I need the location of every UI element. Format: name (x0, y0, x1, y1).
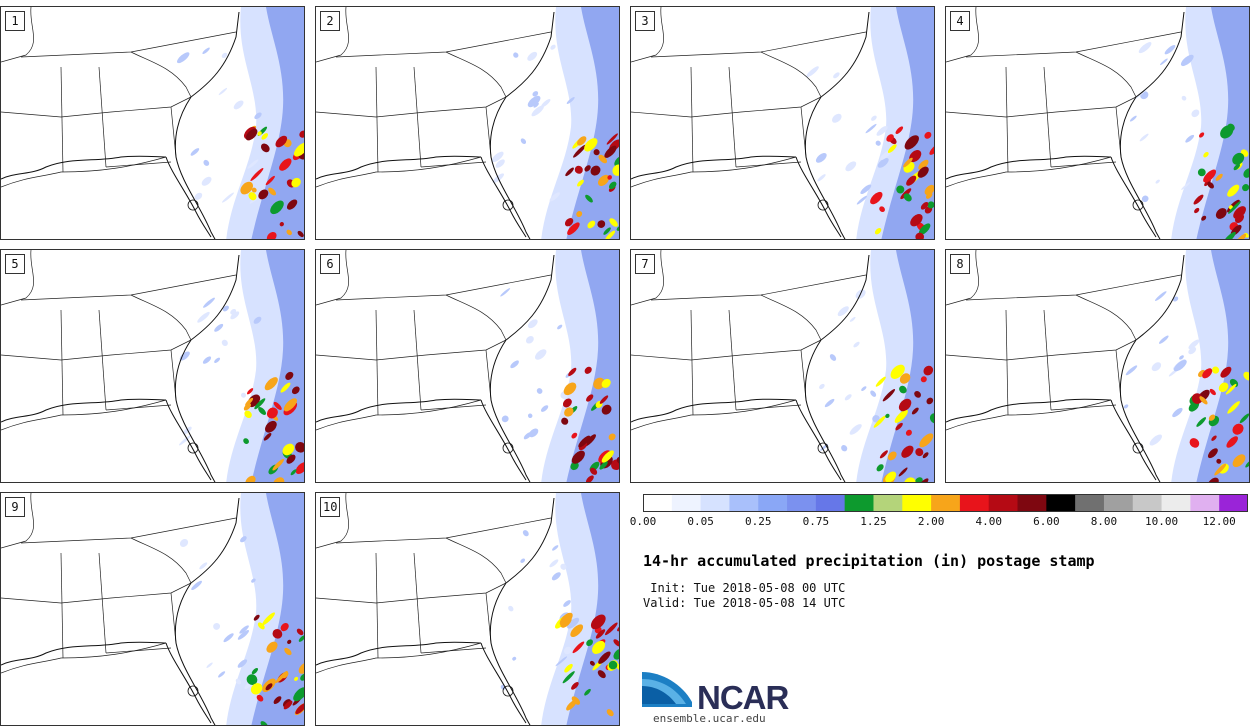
precip-map-icon (946, 7, 1249, 239)
postage-stamp-panel: 10 (315, 492, 620, 726)
colorbar-segment (1219, 494, 1248, 512)
postage-stamp-panel: 5 (0, 249, 305, 483)
colorbar-tick-label: 0.25 (744, 515, 772, 528)
colorbar-segment (729, 494, 759, 512)
postage-stamp-panel: 2 (315, 6, 620, 240)
colorbar-tick-label: 0.00 (629, 515, 657, 528)
colorbar-segment (1017, 494, 1047, 512)
colorbar-segment (902, 494, 932, 512)
precip-map-icon (946, 250, 1249, 482)
colorbar-segment (931, 494, 961, 512)
colorbar-segment (959, 494, 990, 512)
panel-number: 4 (950, 11, 970, 31)
precip-map-icon (631, 7, 934, 239)
colorbar-tick-label: 0.05 (687, 515, 714, 528)
colorbar-segment (988, 494, 1019, 512)
colorbar-segment (643, 494, 673, 512)
postage-stamp-panel: 7 (630, 249, 935, 483)
panel-number: 10 (320, 497, 341, 517)
colorbar-segment (844, 494, 874, 512)
postage-stamp-panel: 1 (0, 6, 305, 240)
panel-number: 8 (950, 254, 970, 274)
postage-stamp-panel: 8 (945, 249, 1250, 483)
precip-map-icon (1, 7, 304, 239)
colorbar-tick-label: 12.00 (1202, 515, 1236, 528)
precip-map-icon (316, 7, 619, 239)
colorbar-segment (787, 494, 817, 512)
colorbar-segment (671, 494, 702, 512)
colorbar-segment (1075, 494, 1105, 512)
precip-map-icon (316, 250, 619, 482)
init-time: Init: Tue 2018-05-08 00 UTC (643, 581, 846, 595)
panel-number: 9 (5, 497, 25, 517)
precip-map-icon (1, 493, 304, 725)
plot-title: 14-hr accumulated precipitation (in) pos… (643, 552, 1095, 570)
precip-map-icon (316, 493, 619, 725)
panel-number: 6 (320, 254, 340, 274)
colorbar-segment (1161, 494, 1191, 512)
colorbar-tick-label: 6.00 (1033, 515, 1060, 528)
colorbar-tick-label: 1.25 (860, 515, 887, 528)
colorbar-segment (815, 494, 846, 512)
colorbar-tick-label: 8.00 (1090, 515, 1118, 528)
colorbar-tick-label: 0.75 (802, 515, 830, 528)
postage-stamp-panel: 9 (0, 492, 305, 726)
postage-stamp-panel: 6 (315, 249, 620, 483)
website-url: ensemble.ucar.edu (653, 712, 766, 725)
precip-colorbar (643, 494, 1248, 512)
panel-number: 1 (5, 11, 25, 31)
colorbar-segment (758, 494, 788, 512)
colorbar-segment (1103, 494, 1134, 512)
valid-time: Valid: Tue 2018-05-08 14 UTC (643, 596, 846, 610)
colorbar-segment (873, 494, 903, 512)
postage-stamp-panel: 4 (945, 6, 1250, 240)
precip-map-icon (1, 250, 304, 482)
colorbar-segment (1132, 494, 1163, 512)
ncar-logo-icon (642, 672, 692, 707)
colorbar-segment (1046, 494, 1076, 512)
colorbar-segment (1190, 494, 1220, 512)
panel-number: 7 (635, 254, 655, 274)
ncar-logo-text: NCAR (697, 679, 789, 716)
panel-number: 3 (635, 11, 655, 31)
colorbar-tick-label: 4.00 (975, 515, 1002, 528)
precip-map-icon (631, 250, 934, 482)
colorbar-tick-label: 2.00 (917, 515, 945, 528)
colorbar-segment (700, 494, 730, 512)
panel-number: 2 (320, 11, 340, 31)
panel-number: 5 (5, 254, 25, 274)
colorbar-tick-label: 10.00 (1145, 515, 1179, 528)
postage-stamp-panel: 3 (630, 6, 935, 240)
